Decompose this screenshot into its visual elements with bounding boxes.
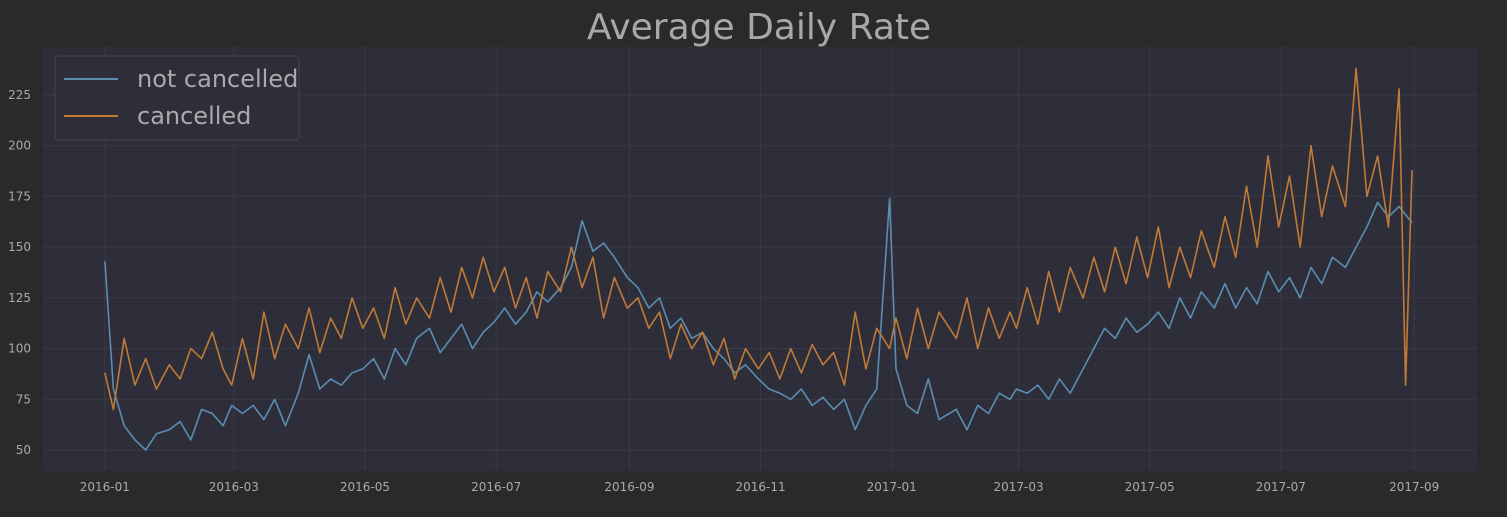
- x-tick-label: 2016-11: [736, 480, 786, 494]
- y-tick-label: 125: [8, 291, 31, 305]
- y-axis-ticks: 50 75 100 125 150 175 200 225: [8, 88, 31, 457]
- gridlines: [43, 47, 1477, 471]
- y-tick-label: 225: [8, 88, 31, 102]
- series-lines: [104, 67, 1413, 451]
- x-tick-label: 2017-03: [993, 480, 1043, 494]
- legend-label: not cancelled: [137, 65, 298, 93]
- x-tick-label: 2017-01: [867, 480, 917, 494]
- x-tick-label: 2016-01: [80, 480, 130, 494]
- chart-title: Average Daily Rate: [587, 7, 931, 48]
- legend-label: cancelled: [137, 102, 251, 130]
- y-tick-label: 200: [8, 139, 31, 153]
- x-axis-ticks: 2016-01 2016-03 2016-05 2016-07 2016-09 2016-…: [80, 480, 1439, 494]
- y-tick-label: 175: [8, 189, 31, 203]
- x-tick-label: 2016-09: [604, 480, 654, 494]
- x-tick-label: 2016-05: [340, 480, 390, 494]
- x-tick-label: 2017-05: [1125, 480, 1175, 494]
- y-tick-label: 100: [8, 342, 31, 356]
- x-tick-label: 2016-07: [471, 480, 521, 494]
- x-tick-label: 2017-07: [1256, 480, 1306, 494]
- y-tick-label: 50: [16, 443, 31, 457]
- series-line-cancelled: [104, 67, 1413, 411]
- legend-frame: [54, 55, 300, 141]
- legend: not cancelled cancelled: [54, 55, 300, 141]
- x-tick-label: 2016-03: [209, 480, 259, 494]
- x-tick-label: 2017-09: [1389, 480, 1439, 494]
- series-line-not-cancelled: [104, 197, 1413, 451]
- y-tick-label: 75: [16, 392, 31, 406]
- y-tick-label: 150: [8, 240, 31, 254]
